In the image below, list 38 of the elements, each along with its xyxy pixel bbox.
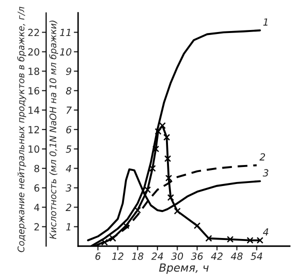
y-tick-label: 2: [66, 204, 72, 211]
series-label: 1: [263, 18, 268, 26]
x-tick-label: 42: [210, 252, 223, 260]
y2-axis-title: Содержание нейтральных продуктов в бражке, г/л: [17, 6, 26, 252]
y2-tick-label: 8: [34, 164, 40, 172]
y-tick-label: 3: [66, 184, 72, 192]
x-tick-label: 54: [250, 252, 262, 260]
y2-tick-label: 6: [34, 184, 40, 192]
y2-tick-label: 14: [28, 106, 40, 114]
y2-tick-label: 12: [28, 126, 39, 134]
y2-tick-label: 2: [34, 223, 39, 230]
x-tick-label: 30: [171, 252, 183, 260]
x-tick-label: 48: [230, 252, 243, 260]
x-axis-title: Время, ч: [159, 264, 209, 274]
y-tick-label: 10: [60, 48, 72, 56]
y2-tick-label: 10: [28, 145, 40, 153]
y2-tick-label: 16: [28, 87, 40, 94]
y-tick-label: 1: [66, 223, 70, 230]
series-label: 2: [259, 153, 266, 160]
x-tick-label: 18: [132, 252, 144, 260]
x-tick-label: 12: [112, 252, 124, 260]
y-tick-label: 5: [66, 146, 72, 153]
y2-tick-label: 22: [28, 28, 39, 36]
y-tick-label: 6: [66, 126, 72, 134]
y-tick-label: 11: [60, 28, 70, 36]
y-tick-label: 4: [66, 164, 72, 172]
y-axis-title: Кислотность (мл 0,1N NaOH на 10 мл бражки): [49, 20, 58, 240]
y-tick-label: 7: [66, 106, 72, 114]
x-tick-label: 24: [151, 252, 163, 260]
x-tick-label: 6: [95, 252, 101, 260]
y-tick-label: 8: [66, 87, 72, 94]
y2-tick-label: 20: [28, 48, 40, 56]
y2-tick-label: 4: [34, 204, 40, 211]
series-label: 3: [262, 169, 268, 177]
series-label: 4: [262, 228, 268, 236]
y2-tick-label: 18: [28, 68, 40, 76]
y-tick-label: 9: [66, 68, 72, 76]
x-tick-label: 36: [190, 252, 203, 260]
